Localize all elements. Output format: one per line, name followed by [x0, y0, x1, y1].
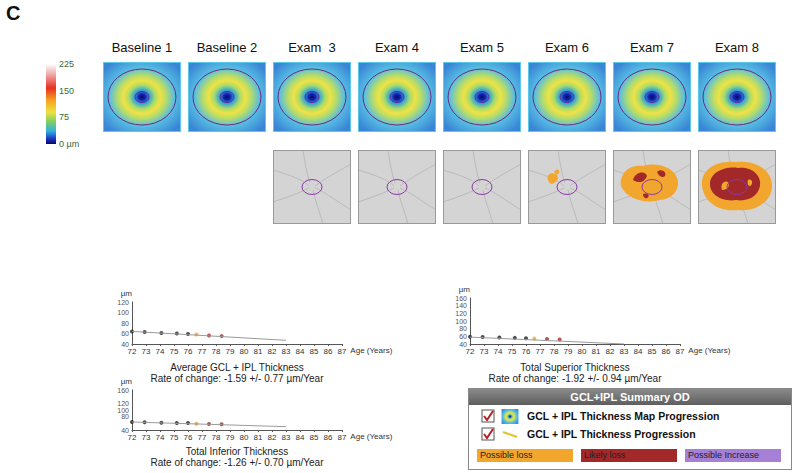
svg-text:82: 82 — [268, 347, 277, 356]
svg-text:120: 120 — [117, 299, 129, 306]
svg-text:87: 87 — [338, 347, 347, 356]
svg-text:Age (Years): Age (Years) — [688, 346, 730, 355]
svg-text:86: 86 — [662, 347, 671, 356]
svg-text:µm: µm — [459, 285, 471, 294]
svg-text:72: 72 — [128, 347, 137, 356]
svg-text:76: 76 — [522, 347, 531, 356]
html-text:Total Inferior Thickness: Total Inferior Thickness — [185, 446, 289, 457]
html-text:Rate of change: -1.92 +/- 0.94: Rate of change: -1.92 +/- 0.94 µm/Year — [488, 373, 662, 384]
svg-text:160: 160 — [117, 387, 129, 394]
svg-text:Age (Years): Age (Years) — [350, 346, 392, 355]
svg-text:86: 86 — [324, 347, 333, 356]
svg-text:73: 73 — [142, 347, 151, 356]
svg-text:74: 74 — [156, 433, 165, 442]
svg-text:100: 100 — [455, 318, 467, 325]
svg-text:µm: µm — [121, 377, 133, 386]
svg-text:74: 74 — [494, 347, 503, 356]
svg-text:120: 120 — [117, 400, 129, 407]
html-text:GCL + IPL Thickness Progressio: GCL + IPL Thickness Progression — [527, 428, 696, 440]
svg-text:81: 81 — [254, 433, 263, 442]
svg-text:79: 79 — [564, 347, 573, 356]
svg-text:82: 82 — [606, 347, 615, 356]
html-text:GCL+IPL Summary OD: GCL+IPL Summary OD — [570, 391, 690, 403]
svg-text:83: 83 — [282, 347, 291, 356]
html-text:C: C — [6, 2, 21, 24]
svg-text:82: 82 — [268, 433, 277, 442]
html-text:Possible Increase: Possible Increase — [688, 450, 759, 460]
svg-text:140: 140 — [455, 302, 467, 309]
svg-text:75: 75 — [508, 347, 517, 356]
html-text:Exam 8: Exam 8 — [715, 40, 759, 55]
svg-text:75: 75 — [170, 347, 179, 356]
svg-text:150: 150 — [59, 86, 74, 96]
svg-text:µm: µm — [121, 289, 133, 298]
svg-text:75: 75 — [59, 112, 69, 122]
html-text:Likely loss: Likely loss — [584, 450, 626, 460]
svg-text:0 µm: 0 µm — [59, 139, 79, 149]
svg-text:83: 83 — [282, 433, 291, 442]
svg-text:78: 78 — [212, 433, 221, 442]
svg-text:83: 83 — [620, 347, 629, 356]
html-text:Baseline 1: Baseline 1 — [111, 40, 173, 55]
svg-text:78: 78 — [550, 347, 559, 356]
html-text:Rate of change: -1.59 +/- 0.77: Rate of change: -1.59 +/- 0.77 µm/Year — [150, 373, 324, 384]
svg-text:72: 72 — [128, 433, 137, 442]
svg-text:85: 85 — [648, 347, 657, 356]
html-text:Exam 7: Exam 7 — [630, 40, 674, 55]
svg-text:81: 81 — [254, 347, 263, 356]
svg-text:87: 87 — [338, 433, 347, 442]
svg-text:85: 85 — [310, 347, 319, 356]
svg-text:75: 75 — [170, 433, 179, 442]
svg-text:76: 76 — [184, 347, 193, 356]
svg-text:60: 60 — [121, 330, 129, 337]
svg-text:72: 72 — [466, 347, 475, 356]
svg-text:80: 80 — [121, 413, 129, 420]
svg-text:60: 60 — [459, 333, 467, 340]
svg-text:80: 80 — [578, 347, 587, 356]
html-text:Average GCL + IPL Thickness: Average GCL + IPL Thickness — [170, 362, 304, 373]
svg-text:84: 84 — [634, 347, 643, 356]
html-text:Exam 6: Exam 6 — [545, 40, 589, 55]
svg-text:78: 78 — [212, 347, 221, 356]
svg-text:84: 84 — [296, 433, 305, 442]
svg-text:73: 73 — [142, 433, 151, 442]
svg-text:80: 80 — [459, 325, 467, 332]
svg-text:80: 80 — [240, 347, 249, 356]
svg-text:40: 40 — [459, 341, 467, 348]
html-text:Total Superior Thickness: Total Superior Thickness — [520, 362, 630, 373]
html-text:Exam 5: Exam 5 — [460, 40, 504, 55]
html-text:GCL + IPL Thickness Map Progre: GCL + IPL Thickness Map Progression — [527, 410, 720, 422]
svg-text:40: 40 — [121, 341, 129, 348]
svg-text:120: 120 — [455, 310, 467, 317]
svg-text:87: 87 — [676, 347, 685, 356]
svg-text:80: 80 — [240, 433, 249, 442]
svg-text:79: 79 — [226, 433, 235, 442]
html-text:Baseline 2: Baseline 2 — [196, 40, 258, 55]
svg-text:80: 80 — [121, 320, 129, 327]
svg-text:77: 77 — [198, 433, 207, 442]
svg-text:79: 79 — [226, 347, 235, 356]
svg-text:100: 100 — [117, 309, 129, 316]
svg-text:40: 40 — [121, 427, 129, 434]
svg-text:160: 160 — [455, 295, 467, 302]
svg-text:73: 73 — [480, 347, 489, 356]
svg-text:77: 77 — [198, 347, 207, 356]
html-text:Exam 3: Exam 3 — [288, 40, 336, 55]
svg-text:77: 77 — [536, 347, 545, 356]
html-text:Rate of change: -1.26 +/- 0.70: Rate of change: -1.26 +/- 0.70 µm/Year — [150, 457, 324, 468]
svg-text:100: 100 — [117, 407, 129, 414]
svg-text:85: 85 — [310, 433, 319, 442]
svg-text:Age (Years): Age (Years) — [350, 432, 392, 441]
svg-text:76: 76 — [184, 433, 193, 442]
svg-text:81: 81 — [592, 347, 601, 356]
html-text:Possible loss: Possible loss — [480, 450, 533, 460]
svg-text:225: 225 — [59, 59, 74, 69]
svg-text:74: 74 — [156, 347, 165, 356]
html-text:Exam 4: Exam 4 — [375, 40, 419, 55]
svg-text:86: 86 — [324, 433, 333, 442]
svg-text:84: 84 — [296, 347, 305, 356]
